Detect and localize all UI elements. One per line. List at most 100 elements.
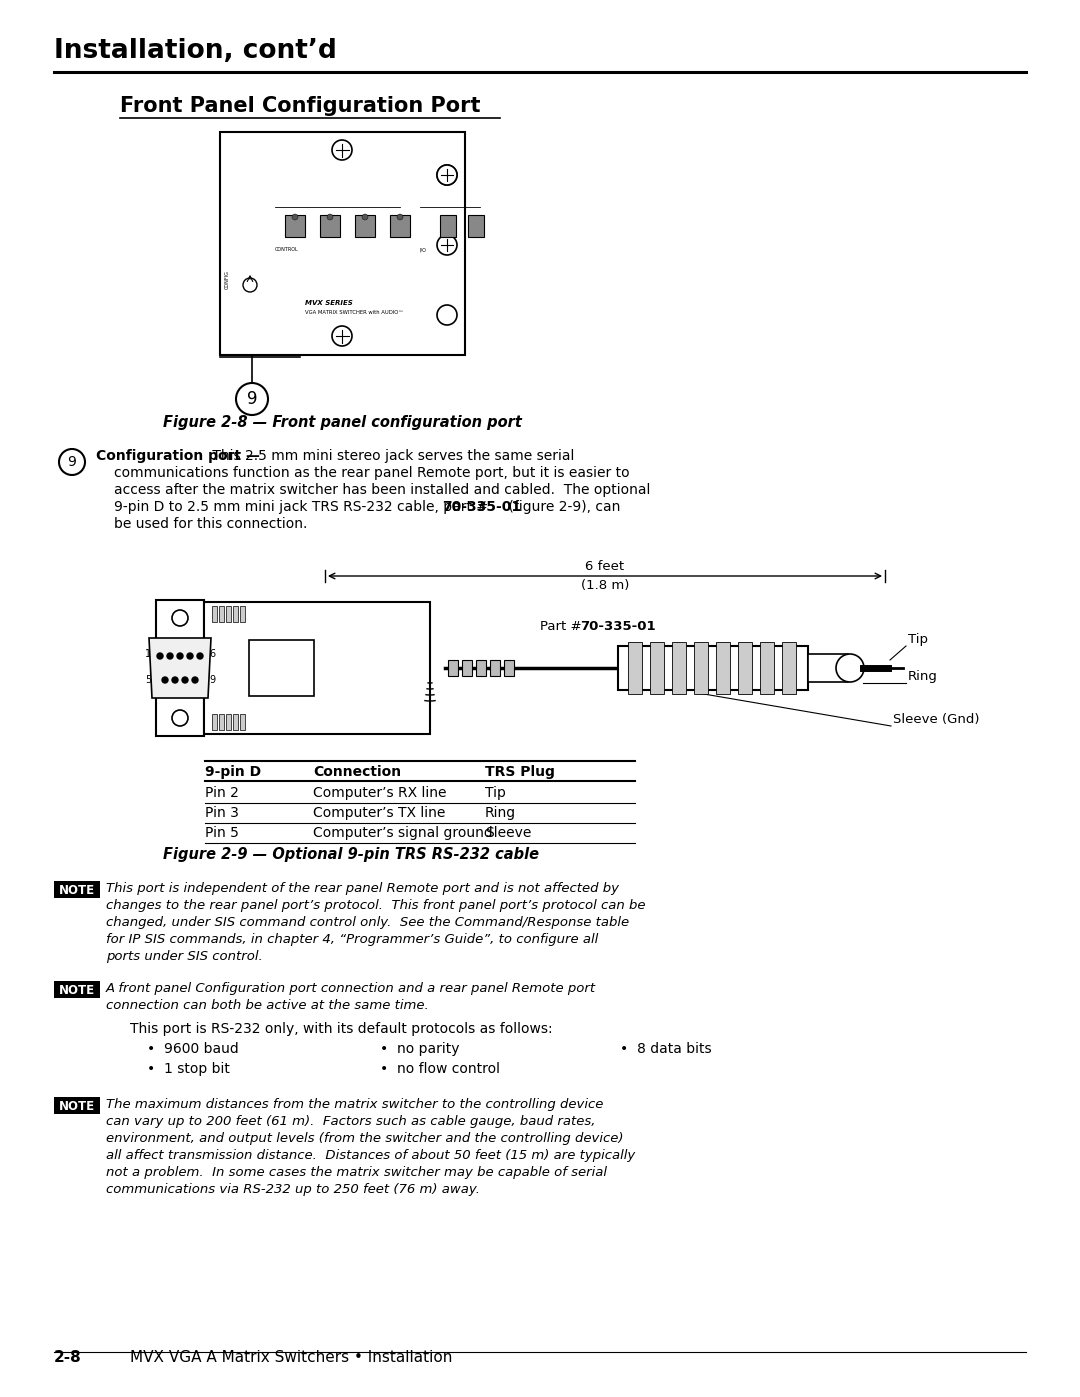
Text: Connection: Connection	[313, 766, 401, 780]
Circle shape	[836, 654, 864, 682]
Bar	[504, 659, 514, 676]
Bar	[462, 659, 472, 676]
Bar	[618, 645, 808, 690]
Text: This port is independent of the rear panel Remote port and is not affected by
ch: This port is independent of the rear pan…	[106, 882, 646, 963]
Bar	[627, 643, 642, 694]
Text: 6: 6	[210, 650, 215, 659]
Circle shape	[237, 383, 268, 415]
Bar	[476, 659, 486, 676]
Circle shape	[243, 278, 257, 292]
Text: (figure 2-9), can: (figure 2-9), can	[504, 500, 620, 514]
Circle shape	[362, 214, 368, 219]
Text: NOTE: NOTE	[59, 1099, 95, 1112]
Text: Installation, cont’d: Installation, cont’d	[54, 38, 337, 64]
Text: 9-pin D to 2.5 mm mini jack TRS RS-232 cable, part #: 9-pin D to 2.5 mm mini jack TRS RS-232 c…	[114, 500, 488, 514]
Bar	[448, 659, 458, 676]
Text: VGA MATRIX SWITCHER with AUDIO™: VGA MATRIX SWITCHER with AUDIO™	[305, 310, 404, 314]
Text: MVX VGA A Matrix Switchers • Installation: MVX VGA A Matrix Switchers • Installatio…	[130, 1350, 453, 1365]
Text: Computer’s TX line: Computer’s TX line	[313, 806, 445, 820]
Text: MVX SERIES: MVX SERIES	[305, 300, 353, 306]
Text: 70-335-01: 70-335-01	[442, 500, 522, 514]
Bar	[54, 981, 100, 997]
Text: 5: 5	[145, 675, 151, 685]
Text: 1: 1	[145, 650, 151, 659]
Bar	[320, 215, 340, 237]
Circle shape	[397, 214, 403, 219]
Text: Computer’s signal ground: Computer’s signal ground	[313, 826, 492, 840]
Bar	[672, 643, 686, 694]
Text: Tip: Tip	[908, 633, 928, 645]
Text: A front panel Configuration port connection and a rear panel Remote port
connect: A front panel Configuration port connect…	[106, 982, 596, 1011]
Circle shape	[437, 165, 457, 184]
Bar	[219, 606, 224, 622]
Bar	[760, 643, 774, 694]
Bar	[204, 602, 430, 733]
Text: Computer’s RX line: Computer’s RX line	[313, 787, 446, 800]
Bar	[233, 606, 238, 622]
Text: 9-pin D: 9-pin D	[205, 766, 261, 780]
Text: This port is RS-232 only, with its default protocols as follows:: This port is RS-232 only, with its defau…	[130, 1023, 553, 1037]
Text: 9: 9	[210, 675, 215, 685]
Bar	[650, 643, 664, 694]
Text: Tip: Tip	[485, 787, 505, 800]
Bar	[212, 714, 217, 731]
Bar	[212, 606, 217, 622]
Circle shape	[167, 652, 173, 659]
Bar	[54, 1097, 100, 1113]
Text: Configuration port —: Configuration port —	[96, 448, 260, 462]
Text: Front Panel Configuration Port: Front Panel Configuration Port	[120, 96, 481, 116]
Bar	[240, 714, 245, 731]
Bar	[285, 215, 305, 237]
Text: Pin 3: Pin 3	[205, 806, 239, 820]
Text: Figure 2-8 — Front panel configuration port: Figure 2-8 — Front panel configuration p…	[163, 415, 522, 430]
Circle shape	[162, 678, 168, 683]
Text: (1.8 m): (1.8 m)	[581, 578, 630, 592]
Text: I/O: I/O	[420, 247, 427, 251]
Bar	[219, 714, 224, 731]
Text: Sleeve (Gnd): Sleeve (Gnd)	[893, 712, 980, 726]
Text: Pin 2: Pin 2	[205, 787, 239, 800]
Circle shape	[327, 214, 333, 219]
Text: 6 feet: 6 feet	[585, 560, 624, 573]
Text: The maximum distances from the matrix switcher to the controlling device
can var: The maximum distances from the matrix sw…	[106, 1098, 635, 1196]
Text: CONFIG: CONFIG	[225, 270, 230, 289]
Circle shape	[177, 652, 183, 659]
Bar	[226, 714, 231, 731]
Bar	[490, 659, 500, 676]
Circle shape	[332, 140, 352, 161]
Text: •  1 stop bit: • 1 stop bit	[147, 1062, 230, 1076]
Circle shape	[172, 610, 188, 626]
Circle shape	[292, 214, 298, 219]
Text: •  8 data bits: • 8 data bits	[620, 1042, 712, 1056]
Circle shape	[59, 448, 85, 475]
Text: 70-335-01: 70-335-01	[580, 620, 656, 633]
Circle shape	[157, 652, 163, 659]
Text: Pin 5: Pin 5	[205, 826, 239, 840]
Circle shape	[192, 678, 198, 683]
Bar	[54, 882, 100, 898]
Text: communications function as the rear panel Remote port, but it is easier to: communications function as the rear pane…	[114, 467, 630, 481]
Text: •  no parity: • no parity	[380, 1042, 459, 1056]
Text: CONTROL: CONTROL	[275, 247, 299, 251]
Circle shape	[187, 652, 193, 659]
Text: NOTE: NOTE	[59, 983, 95, 996]
Text: access after the matrix switcher has been installed and cabled.  The optional: access after the matrix switcher has bee…	[114, 483, 650, 497]
Bar	[782, 643, 796, 694]
Bar	[440, 215, 456, 237]
Circle shape	[197, 652, 203, 659]
Bar	[716, 643, 730, 694]
Bar	[249, 640, 314, 696]
Text: be used for this connection.: be used for this connection.	[114, 517, 308, 531]
Text: This 2.5 mm mini stereo jack serves the same serial: This 2.5 mm mini stereo jack serves the …	[208, 448, 575, 462]
Text: Figure 2-9 — Optional 9-pin TRS RS-232 cable: Figure 2-9 — Optional 9-pin TRS RS-232 c…	[163, 847, 539, 862]
Circle shape	[172, 678, 178, 683]
Bar	[156, 599, 204, 736]
Circle shape	[437, 235, 457, 256]
Text: 9: 9	[246, 390, 257, 408]
Bar	[468, 215, 484, 237]
Bar	[240, 606, 245, 622]
Text: •  no flow control: • no flow control	[380, 1062, 500, 1076]
Bar	[355, 215, 375, 237]
Text: NOTE: NOTE	[59, 883, 95, 897]
Text: Sleeve: Sleeve	[485, 826, 531, 840]
